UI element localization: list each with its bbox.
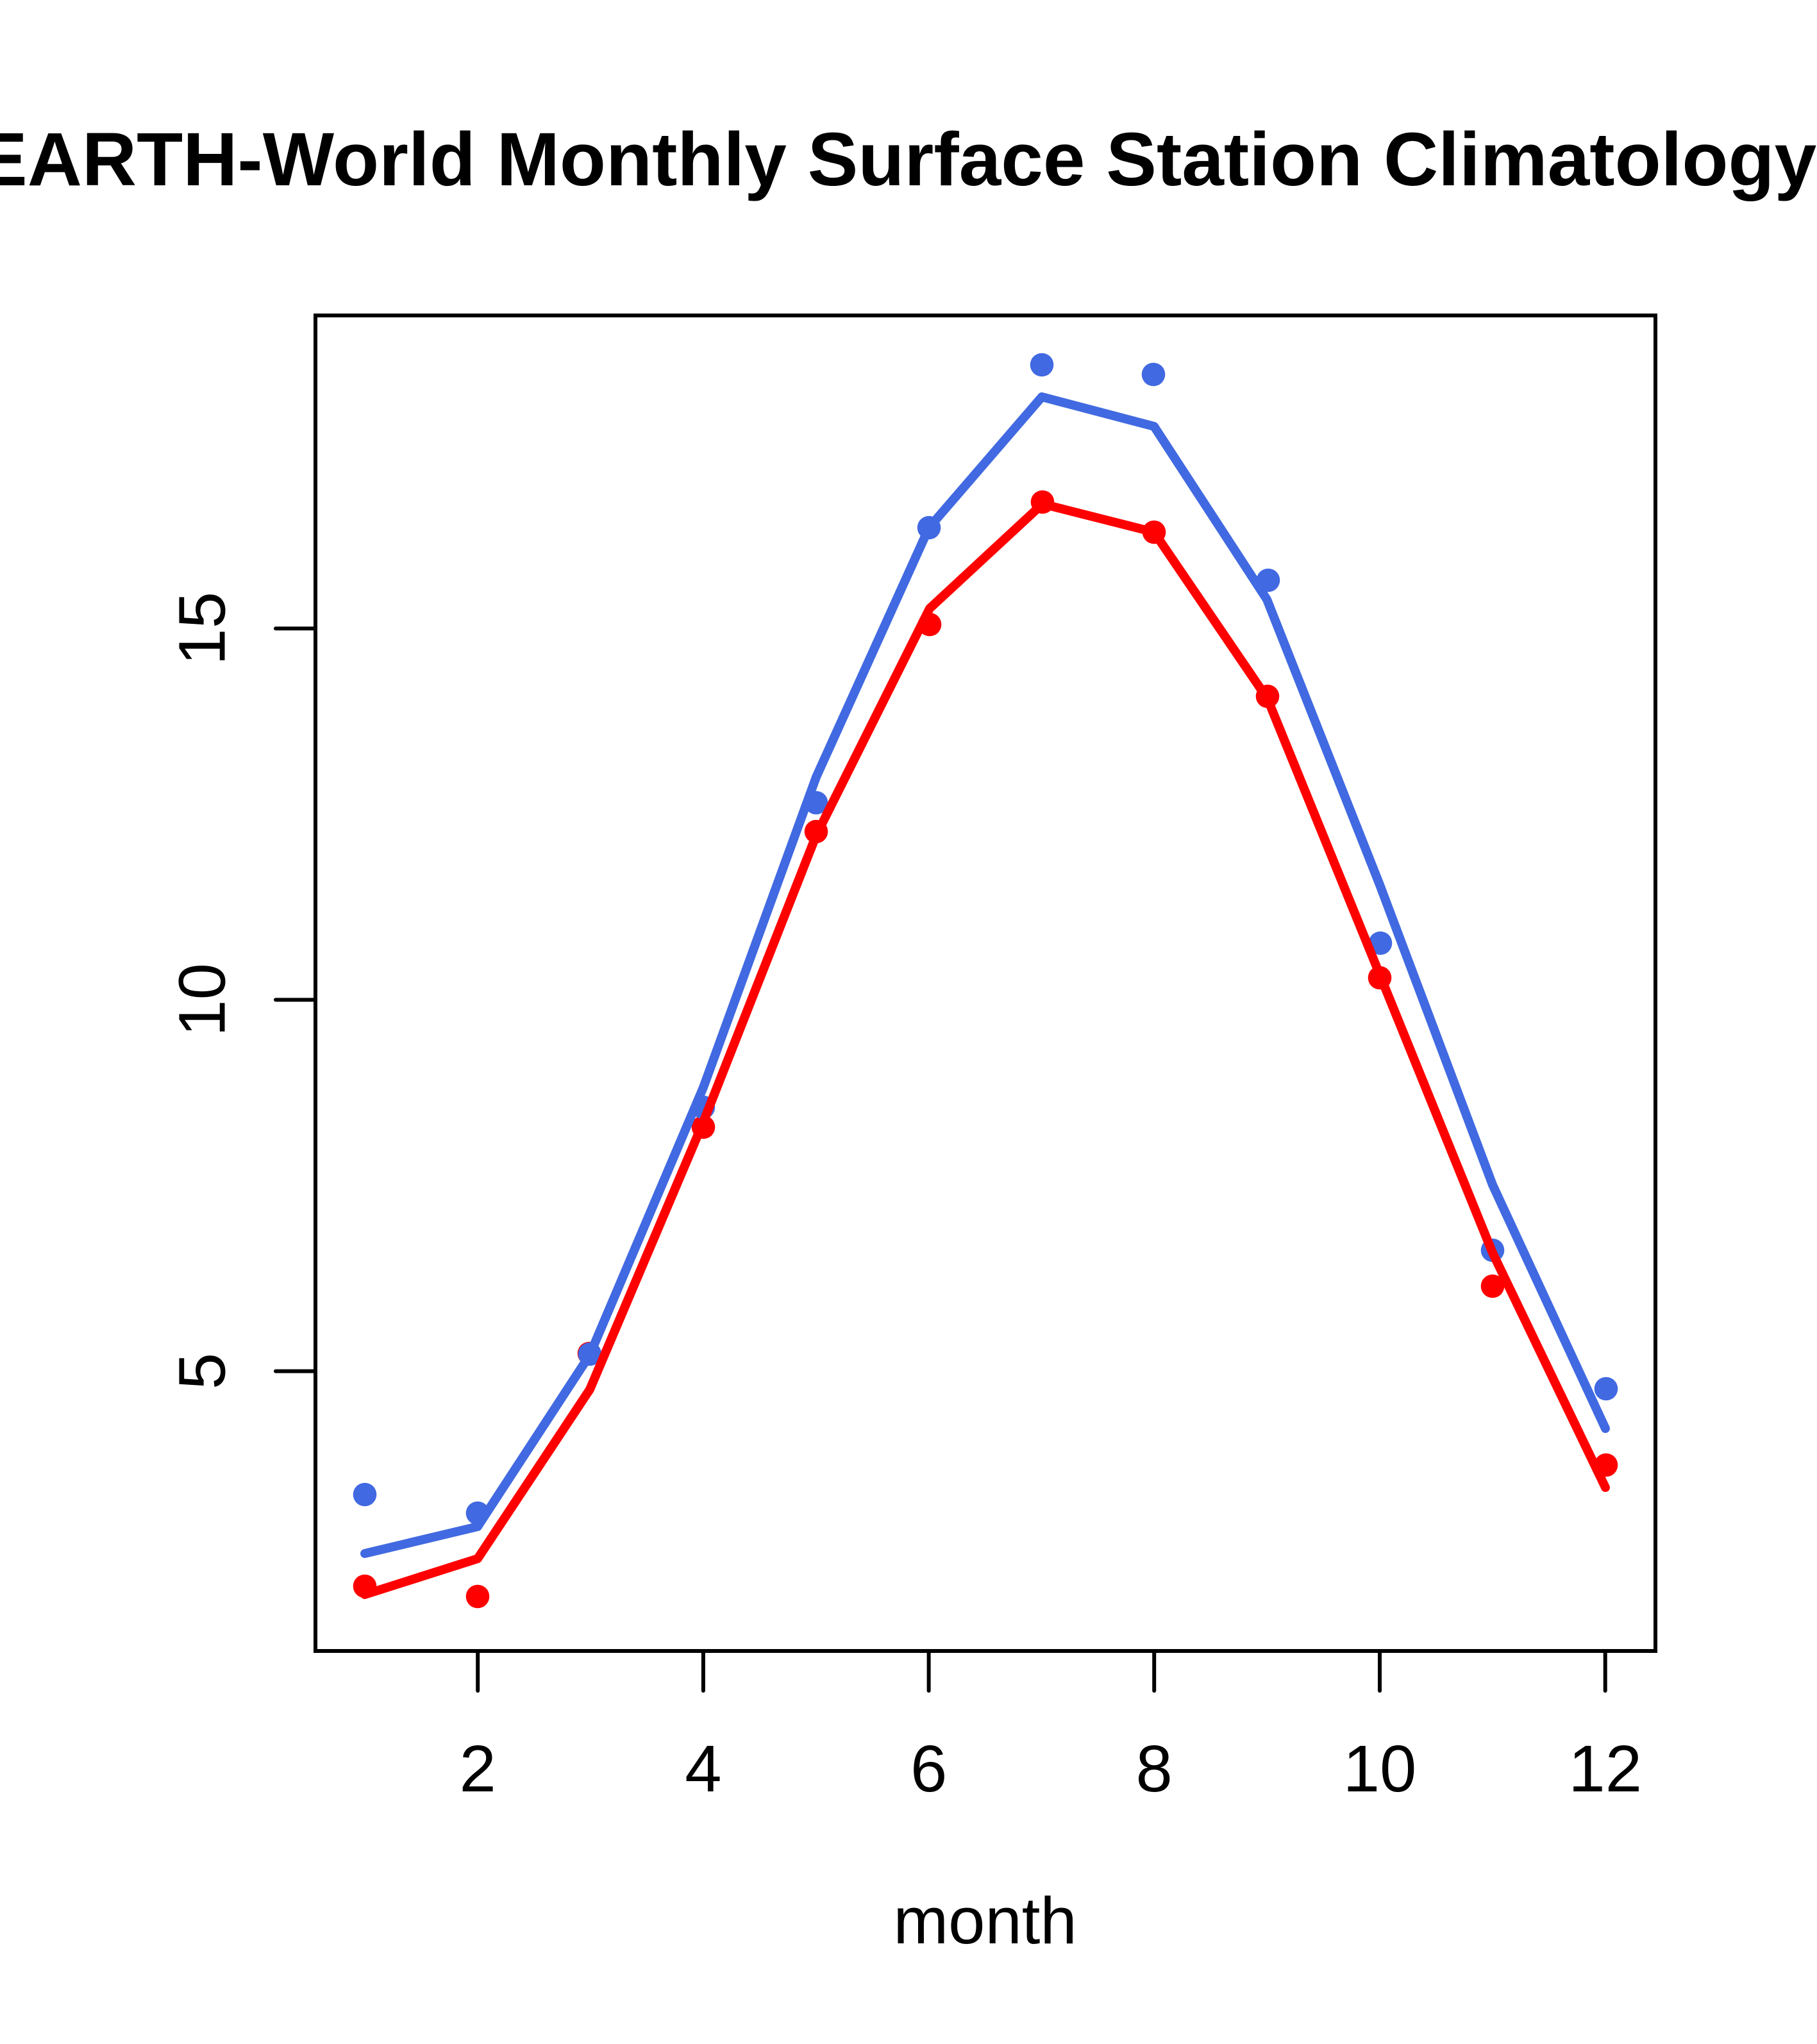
svg-text:10: 10 <box>1343 1732 1417 1805</box>
svg-text:10: 10 <box>165 963 239 1037</box>
svg-text:4: 4 <box>685 1732 721 1805</box>
svg-text:8: 8 <box>1136 1732 1173 1805</box>
svg-text:month: month <box>893 1884 1076 1957</box>
svg-text:5: 5 <box>165 1353 239 1389</box>
svg-text:12: 12 <box>1568 1732 1642 1805</box>
svg-text:15: 15 <box>165 592 239 666</box>
svg-text:EARTH-World Monthly Surface St: EARTH-World Monthly Surface Station Clim… <box>0 117 1816 202</box>
svg-text:6: 6 <box>910 1732 947 1805</box>
svg-text:2: 2 <box>460 1732 496 1805</box>
